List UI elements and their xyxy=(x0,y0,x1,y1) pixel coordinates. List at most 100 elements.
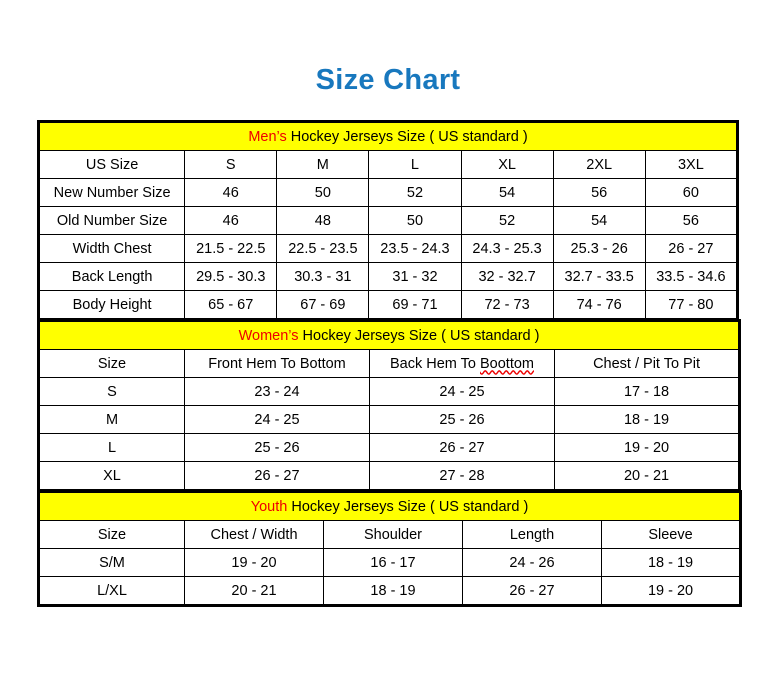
womens-section-band: Women’s Hockey Jerseys Size ( US standar… xyxy=(38,320,740,350)
mens-row-label: Old Number Size xyxy=(37,206,186,235)
mens-cell: 26 - 27 xyxy=(644,234,739,263)
womens-cell: 23 - 24 xyxy=(184,377,370,406)
mens-cell: 52 xyxy=(460,206,554,235)
youth-header-cell: Shoulder xyxy=(323,520,463,549)
table-row: Body Height 65 - 67 67 - 69 69 - 71 72 -… xyxy=(37,290,739,319)
mens-cell: 48 xyxy=(276,206,370,235)
mens-cell: 29.5 - 30.3 xyxy=(184,262,278,291)
size-tables-container: Men’s Hockey Jerseys Size ( US standard … xyxy=(37,120,743,607)
mens-size-table: Men’s Hockey Jerseys Size ( US standard … xyxy=(37,120,739,319)
womens-cell: 20 - 21 xyxy=(553,461,741,490)
youth-header-cell: Sleeve xyxy=(600,520,742,549)
mens-header-cell: L xyxy=(368,150,462,179)
youth-band-accent: Youth xyxy=(250,498,288,515)
mens-row-label: Body Height xyxy=(37,290,186,319)
mens-cell: 56 xyxy=(552,178,646,207)
womens-band-row: Women’s Hockey Jerseys Size ( US standar… xyxy=(38,320,740,350)
womens-row-label: L xyxy=(38,433,185,462)
mens-header-cell: M xyxy=(276,150,370,179)
womens-cell: 19 - 20 xyxy=(553,433,741,462)
page-title: Size Chart xyxy=(315,64,461,96)
table-row: Back Length 29.5 - 30.3 30.3 - 31 31 - 3… xyxy=(37,262,739,291)
mens-cell: 22.5 - 23.5 xyxy=(276,234,370,263)
youth-row-label: S/M xyxy=(38,548,185,577)
mens-cell: 65 - 67 xyxy=(184,290,278,319)
mens-cell: 54 xyxy=(552,206,646,235)
table-row: Width Chest 21.5 - 22.5 22.5 - 23.5 23.5… xyxy=(37,234,739,263)
womens-header-cell: Size xyxy=(38,349,185,378)
youth-cell: 20 - 21 xyxy=(184,576,324,606)
youth-size-table: Youth Hockey Jerseys Size ( US standard … xyxy=(37,490,743,607)
mens-cell: 77 - 80 xyxy=(644,290,739,319)
table-row: New Number Size 46 50 52 54 56 60 xyxy=(37,178,739,207)
mens-section-band: Men’s Hockey Jerseys Size ( US standard … xyxy=(38,121,738,151)
mens-cell: 21.5 - 22.5 xyxy=(184,234,278,263)
youth-cell: 18 - 19 xyxy=(600,548,742,577)
youth-cell: 16 - 17 xyxy=(323,548,463,577)
mens-cell: 54 xyxy=(460,178,554,207)
womens-cell: 24 - 25 xyxy=(184,405,370,434)
mens-cell: 23.5 - 24.3 xyxy=(368,234,462,263)
womens-cell: 17 - 18 xyxy=(553,377,741,406)
youth-row-label: L/XL xyxy=(38,576,185,606)
youth-header-cell: Length xyxy=(462,520,602,549)
womens-header-cell-back-hem: Back Hem To Boottom xyxy=(369,349,555,378)
womens-row-label: XL xyxy=(38,461,185,490)
mens-cell: 25.3 - 26 xyxy=(552,234,646,263)
youth-band-rest: Hockey Jerseys Size ( US standard ) xyxy=(287,498,529,515)
mens-row-label: Width Chest xyxy=(37,234,186,263)
youth-cell: 24 - 26 xyxy=(462,548,602,577)
womens-cell: 24 - 25 xyxy=(369,377,555,406)
table-row: XL 26 - 27 27 - 28 20 - 21 xyxy=(38,461,741,490)
misspelled-word: Boottom xyxy=(480,355,534,372)
youth-header-cell: Chest / Width xyxy=(184,520,324,549)
womens-cell: 26 - 27 xyxy=(184,461,370,490)
youth-cell: 18 - 19 xyxy=(323,576,463,606)
mens-cell: 32.7 - 33.5 xyxy=(552,262,646,291)
womens-cell: 27 - 28 xyxy=(369,461,555,490)
mens-cell: 32 - 32.7 xyxy=(460,262,554,291)
womens-cell: 26 - 27 xyxy=(369,433,555,462)
mens-cell: 69 - 71 xyxy=(368,290,462,319)
table-row: Old Number Size 46 48 50 52 54 56 xyxy=(37,206,739,235)
mens-band-rest: Hockey Jerseys Size ( US standard ) xyxy=(286,128,528,145)
table-row: S/M 19 - 20 16 - 17 24 - 26 18 - 19 xyxy=(38,548,742,577)
table-row: L 25 - 26 26 - 27 19 - 20 xyxy=(38,433,741,462)
youth-cell: 19 - 20 xyxy=(600,576,742,606)
mens-cell: 74 - 76 xyxy=(552,290,646,319)
mens-cell: 50 xyxy=(368,206,462,235)
womens-header-text: Back Hem To xyxy=(390,355,480,372)
table-row: M 24 - 25 25 - 26 18 - 19 xyxy=(38,405,741,434)
womens-cell: 18 - 19 xyxy=(553,405,741,434)
mens-row-label: New Number Size xyxy=(37,178,186,207)
mens-cell: 67 - 69 xyxy=(276,290,370,319)
womens-header-cell: Front Hem To Bottom xyxy=(184,349,370,378)
youth-cell: 19 - 20 xyxy=(184,548,324,577)
mens-cell: 60 xyxy=(644,178,739,207)
youth-header-cell: Size xyxy=(38,520,185,549)
mens-cell: 50 xyxy=(276,178,370,207)
mens-cell: 33.5 - 34.6 xyxy=(644,262,739,291)
womens-band-rest: Hockey Jerseys Size ( US standard ) xyxy=(298,327,540,344)
youth-header-row: Size Chest / Width Shoulder Length Sleev… xyxy=(38,520,742,549)
table-row: L/XL 20 - 21 18 - 19 26 - 27 19 - 20 xyxy=(38,576,742,606)
mens-cell: 52 xyxy=(368,178,462,207)
mens-header-cell: 2XL xyxy=(552,150,646,179)
mens-cell: 24.3 - 25.3 xyxy=(460,234,554,263)
youth-cell: 26 - 27 xyxy=(462,576,602,606)
womens-row-label: M xyxy=(38,405,185,434)
mens-header-row: US Size S M L XL 2XL 3XL xyxy=(37,150,739,179)
youth-band-row: Youth Hockey Jerseys Size ( US standard … xyxy=(38,491,741,521)
mens-cell: 56 xyxy=(644,206,739,235)
womens-row-label: S xyxy=(38,377,185,406)
mens-band-accent: Men’s xyxy=(248,128,287,145)
mens-header-cell: S xyxy=(184,150,278,179)
womens-band-accent: Women’s xyxy=(238,327,299,344)
womens-header-cell: Chest / Pit To Pit xyxy=(553,349,741,378)
mens-band-row: Men’s Hockey Jerseys Size ( US standard … xyxy=(38,121,738,151)
mens-cell: 31 - 32 xyxy=(368,262,462,291)
table-row: S 23 - 24 24 - 25 17 - 18 xyxy=(38,377,741,406)
womens-header-row: Size Front Hem To Bottom Back Hem To Boo… xyxy=(38,349,741,378)
youth-section-band: Youth Hockey Jerseys Size ( US standard … xyxy=(38,491,741,521)
